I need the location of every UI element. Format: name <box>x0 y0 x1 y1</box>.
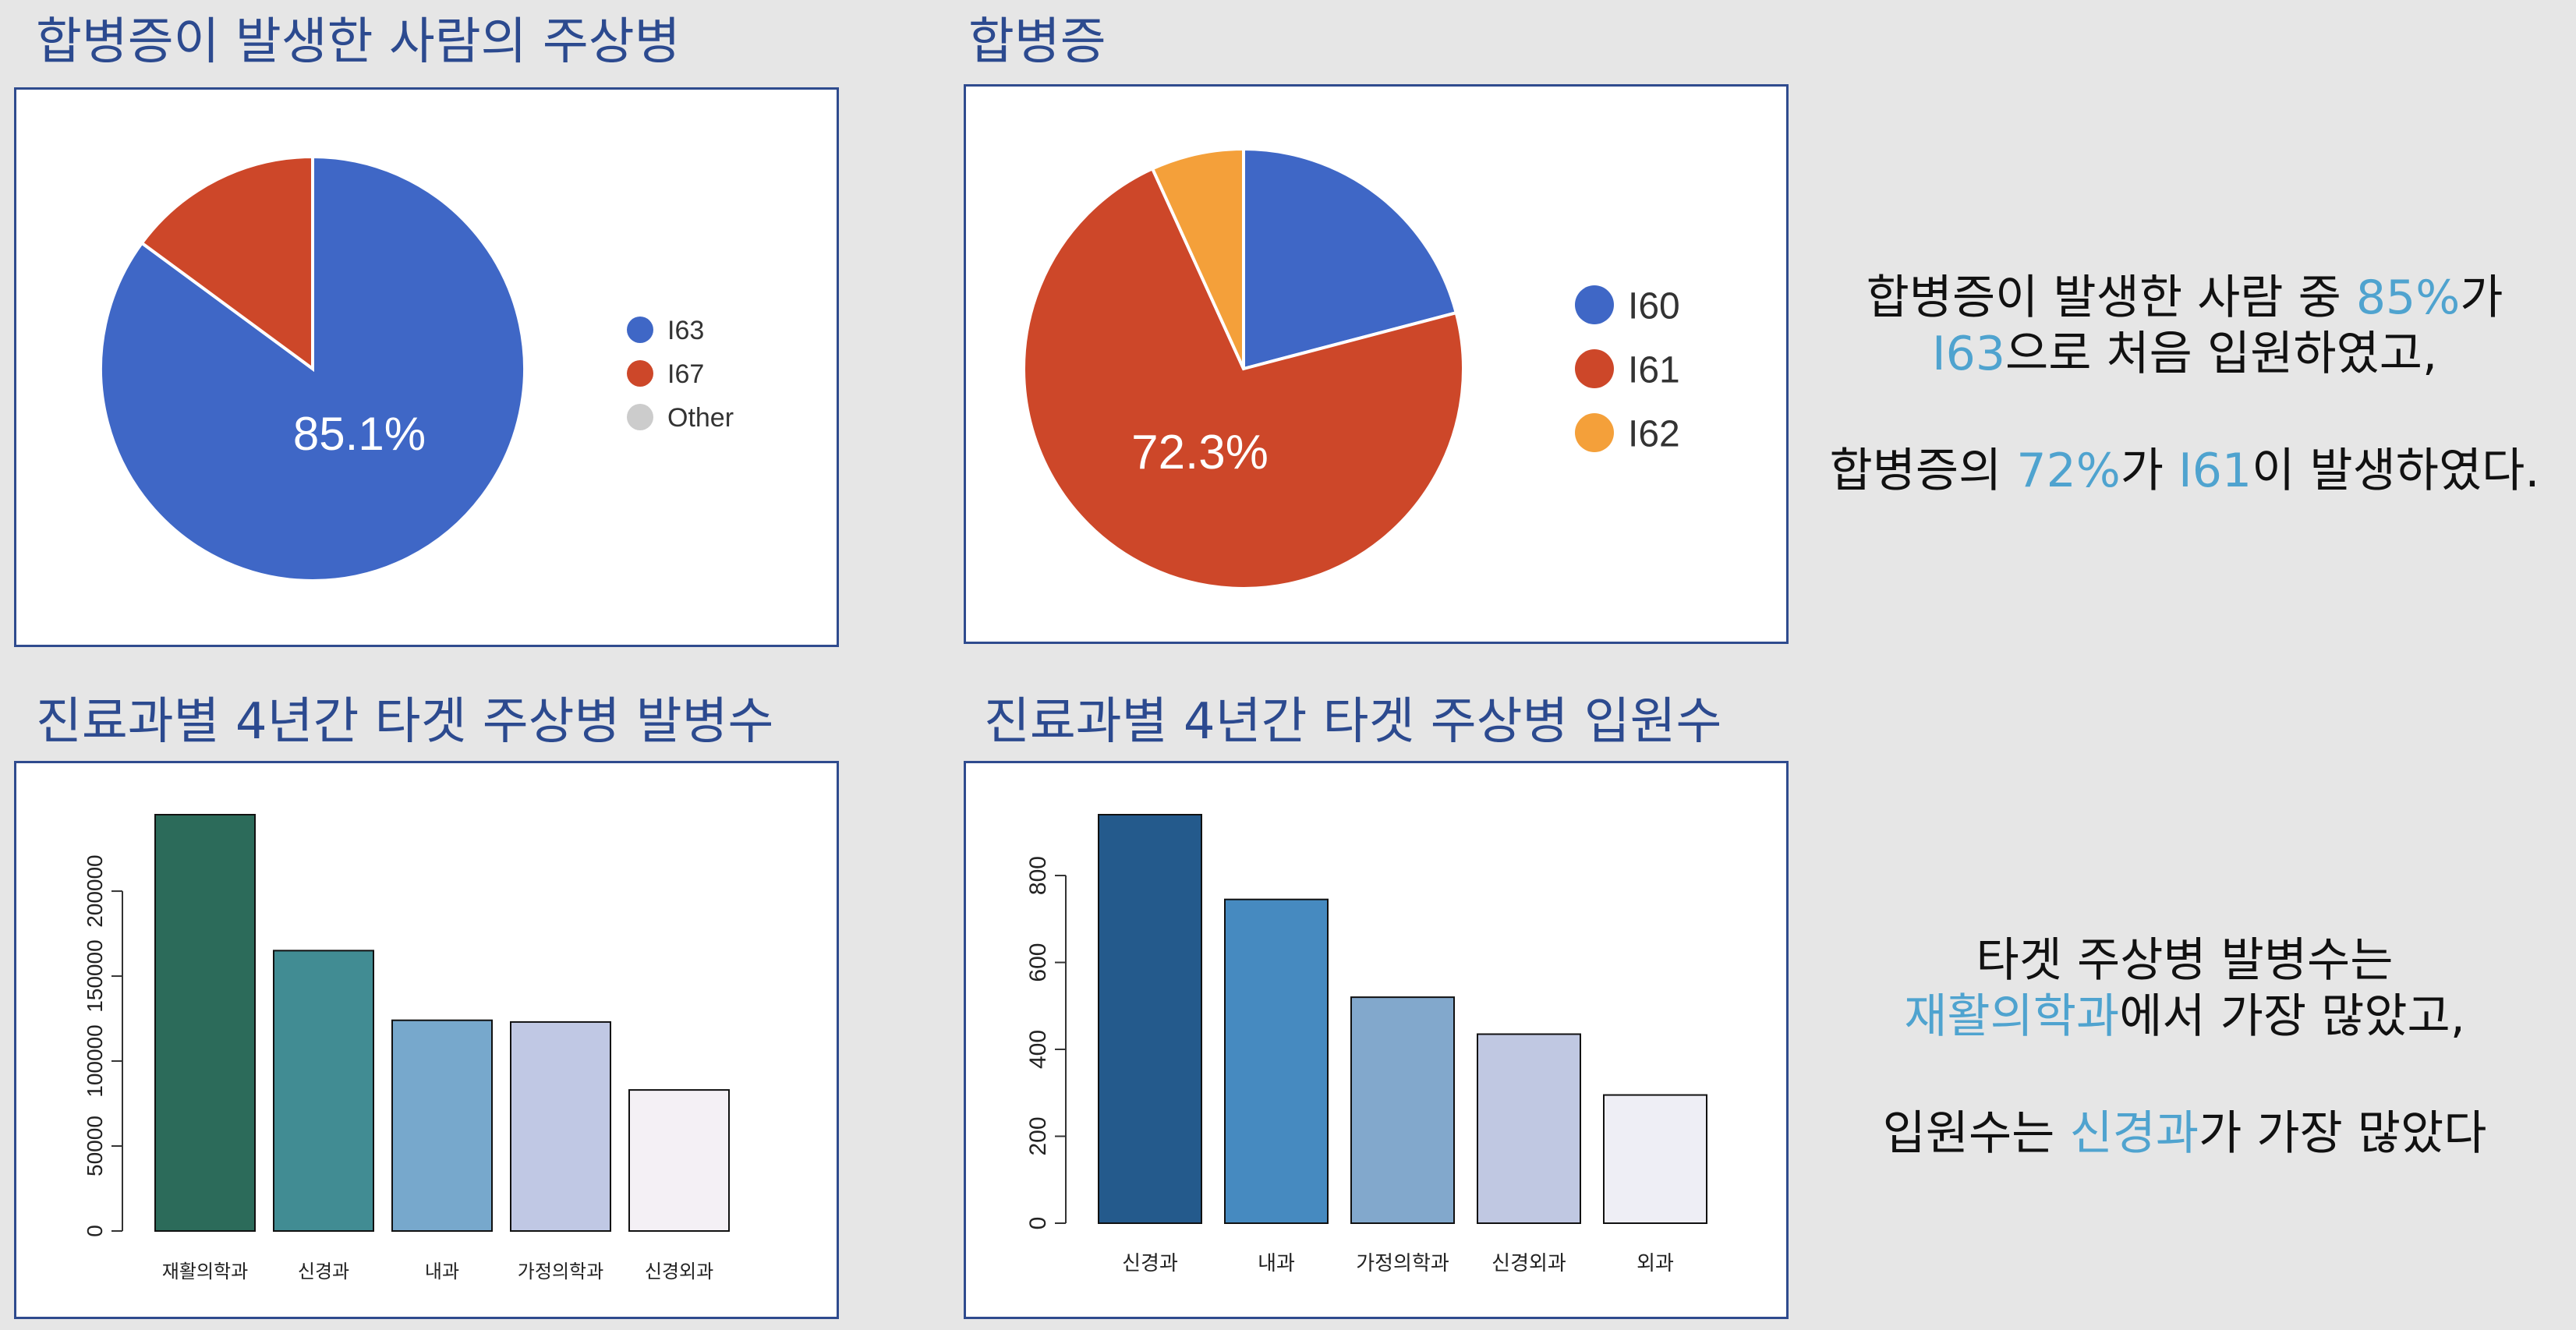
note-text: 입원수는 <box>1882 1106 2070 1161</box>
legend-label-other: Other <box>667 403 734 433</box>
note-text: 가 가장 많았다 <box>2199 1106 2487 1161</box>
bar2-chart: 0 200 400 600 800 신경과 내과 가정의학과 신경외과 외과 <box>964 761 1789 1319</box>
pie1-svg: 85.1% I63 I67 Other <box>99 154 734 582</box>
note-text: 가 <box>2120 444 2179 498</box>
pie2-title: 합병증 <box>968 13 1106 71</box>
pie-summary-note: 합병증이 발생한 사람 중 85%가 I63으로 처음 입원하였고, 합병증의 … <box>1793 270 2576 499</box>
bar-1 <box>273 950 374 1232</box>
pie-slice-i67 <box>140 154 314 372</box>
y-tick-label: 200 <box>1025 1116 1051 1155</box>
bar-4 <box>628 1089 730 1232</box>
note-text: 타겟 주상병 발병수는 <box>1976 933 2394 988</box>
bar-0 <box>154 814 256 1232</box>
x-category-label: 신경과 <box>298 1261 349 1282</box>
legend-swatch-i60 <box>1575 285 1614 324</box>
pie-slice-i61 <box>1022 166 1465 590</box>
note-highlight: 신경과 <box>2069 1106 2199 1161</box>
legend-label-i67: I67 <box>667 359 704 389</box>
bar-2 <box>391 1019 493 1232</box>
x-category-label: 외과 <box>1637 1252 1674 1275</box>
pie-note-line-1: 합병증이 발생한 사람 중 85%가 <box>1793 270 2576 326</box>
bar-4 <box>1603 1094 1707 1224</box>
x-category-label: 내과 <box>425 1261 459 1282</box>
pie2-svg: 72.3% I60 I61 I62 <box>1022 147 1680 590</box>
note-highlight: 85% <box>2355 271 2461 325</box>
bar-1 <box>1224 898 1329 1225</box>
bar1-svg: 0 50000 100000 150000 200000 재활의학과 신경과 내과 가정의학과 신… <box>83 814 730 1282</box>
note-text: 합병증의 <box>1829 444 2017 498</box>
x-category-label: 가정의학과 <box>1356 1252 1449 1275</box>
note-text: 에서 가장 많았고, <box>2119 989 2465 1044</box>
y-tick-label: 50000 <box>83 1116 107 1176</box>
y-tick-label: 100000 <box>83 1024 107 1097</box>
legend-label-i60: I60 <box>1628 285 1680 327</box>
pie-slice-i62 <box>1150 147 1245 370</box>
x-category-label: 신경과 <box>1122 1252 1178 1275</box>
legend-swatch-i63 <box>627 317 653 343</box>
y-tick-label: 150000 <box>83 939 107 1012</box>
bar-0 <box>1098 814 1202 1224</box>
note-text: 으로 처음 입원하였고, <box>2005 327 2438 381</box>
legend-label-i63: I63 <box>667 316 704 345</box>
bar-2 <box>1350 996 1455 1224</box>
legend-swatch-i61 <box>1575 349 1614 388</box>
bar2-title: 진료과별 4년간 타겟 주상병 입원수 <box>984 693 1722 751</box>
note-highlight: I63 <box>1931 327 2005 381</box>
bar-note-line-2: 재활의학과에서 가장 많았고, <box>1793 989 2576 1045</box>
pie-slice-i60 <box>1242 147 1459 371</box>
pie1-title: 합병증이 발생한 사람의 주상병 <box>36 13 681 71</box>
note-highlight: I61 <box>2178 444 2252 498</box>
pie-data-label: 85.1% <box>293 408 426 460</box>
bar1-chart: 0 50000 100000 150000 200000 재활의학과 신경과 내과 가정의학과 신… <box>14 761 839 1319</box>
x-category-label: 신경외과 <box>645 1261 713 1282</box>
note-text: 가 <box>2460 271 2503 325</box>
y-tick-label: 0 <box>1025 1217 1051 1230</box>
bar2-svg: 0 200 400 600 800 신경과 내과 가정의학과 신경외과 외과 <box>1025 814 1707 1275</box>
legend-label-i61: I61 <box>1628 349 1680 391</box>
legend-swatch-other <box>627 404 653 430</box>
pie-data-label: 72.3% <box>1131 426 1269 479</box>
bar1-title: 진료과별 4년간 타겟 주상병 발병수 <box>36 693 774 751</box>
legend-swatch-i67 <box>627 360 653 387</box>
y-tick-label: 0 <box>83 1225 107 1237</box>
x-category-label: 재활의학과 <box>162 1261 248 1282</box>
y-tick-label: 400 <box>1025 1030 1051 1069</box>
pie1-chart: 85.1% I63 I67 Other <box>14 87 839 647</box>
bar-3 <box>1477 1033 1581 1225</box>
x-category-label: 가정의학과 <box>518 1261 603 1282</box>
legend-label-i62: I62 <box>1628 413 1680 455</box>
bar-note-line-3: 입원수는 신경과가 가장 많았다 <box>1793 1105 2576 1162</box>
bar-3 <box>510 1020 611 1232</box>
x-category-label: 신경외과 <box>1491 1252 1566 1275</box>
y-tick-label: 200000 <box>83 854 107 927</box>
note-text: 합병증이 발생한 사람 중 <box>1866 271 2356 325</box>
pie-note-line-3: 합병증의 72%가 I61이 발생하였다. <box>1793 443 2576 499</box>
y-tick-label: 800 <box>1025 856 1051 895</box>
bar-note-line-1: 타겟 주상병 발병수는 <box>1793 932 2576 989</box>
pie2-chart: 72.3% I60 I61 I62 <box>964 84 1789 644</box>
note-highlight: 72% <box>2016 444 2121 498</box>
bar-summary-note: 타겟 주상병 발병수는 재활의학과에서 가장 많았고, 입원수는 신경과가 가장… <box>1793 932 2576 1162</box>
note-text: 이 발생하였다. <box>2252 444 2540 498</box>
pie-note-line-2: I63으로 처음 입원하였고, <box>1793 326 2576 382</box>
legend-swatch-i62 <box>1575 413 1614 452</box>
x-category-label: 내과 <box>1258 1252 1295 1275</box>
note-highlight: 재활의학과 <box>1904 989 2120 1044</box>
y-tick-label: 600 <box>1025 943 1051 982</box>
